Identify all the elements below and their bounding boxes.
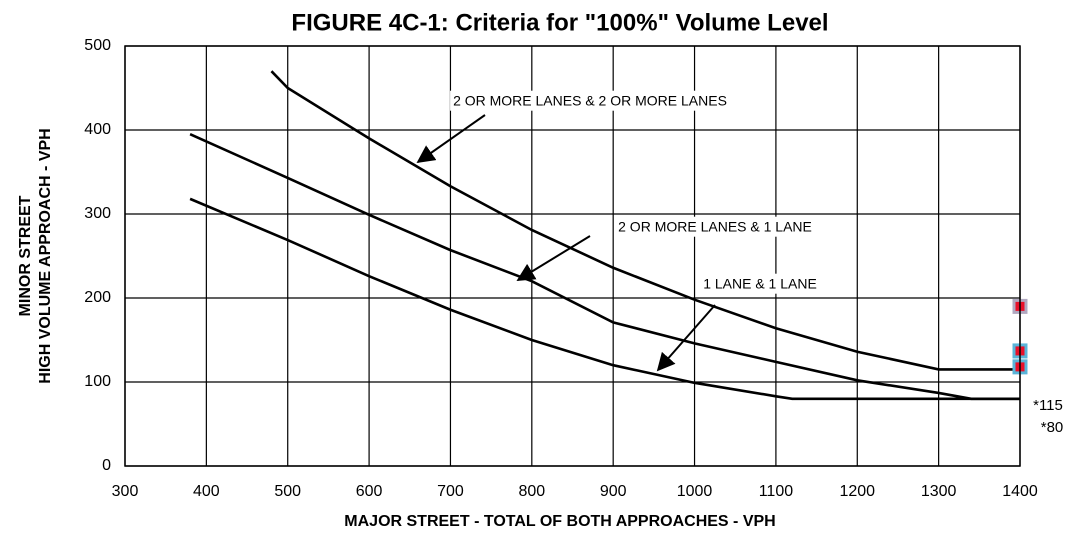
annotation: *80 <box>1041 419 1064 436</box>
curve <box>270 70 1020 371</box>
y-tick-label: 500 <box>84 37 111 54</box>
y-tick-label: 100 <box>84 373 111 390</box>
y-tick-label: 200 <box>84 289 111 306</box>
curve <box>189 133 1020 401</box>
annotation-arrow <box>656 304 716 372</box>
chart-title: FIGURE 4C-1: Criteria for "100%" Volume … <box>291 9 828 36</box>
x-tick-label: 1400 <box>1002 483 1038 500</box>
x-tick-label: 1000 <box>677 483 713 500</box>
annotation-arrow <box>416 114 486 164</box>
label-background <box>615 216 815 237</box>
x-tick-label: 1200 <box>839 483 875 500</box>
curve <box>189 197 1020 401</box>
y-axis-label: MINOR STREET <box>17 195 34 316</box>
x-tick-label: 300 <box>112 483 139 500</box>
y-axis-label: HIGH VOLUME APPROACH - VPH <box>37 128 54 383</box>
y-tick-label: 400 <box>84 121 111 138</box>
x-tick-label: 600 <box>356 483 383 500</box>
x-tick-label: 800 <box>518 483 545 500</box>
x-tick-label: 700 <box>437 483 464 500</box>
x-tick-label: 1100 <box>759 483 794 500</box>
annotation-arrow <box>516 235 591 281</box>
x-tick-label: 1300 <box>921 483 957 500</box>
x-tick-label: 400 <box>193 483 220 500</box>
label-background <box>450 90 730 111</box>
curve-label: 2 OR MORE LANES & 1 LANE <box>618 219 812 235</box>
curve-label: 2 OR MORE LANES & 2 OR MORE LANES <box>453 93 727 109</box>
y-tick-label: 300 <box>84 205 111 222</box>
annotation: *115 <box>1033 397 1063 414</box>
curve-label: 1 LANE & 1 LANE <box>703 276 817 292</box>
label-background <box>700 273 820 294</box>
x-tick-label: 900 <box>600 483 627 500</box>
y-tick-label: 0 <box>102 457 111 474</box>
x-tick-label: 500 <box>274 483 301 500</box>
plot-border <box>124 45 1021 467</box>
x-axis-label: MAJOR STREET - TOTAL OF BOTH APPROACHES … <box>344 513 775 530</box>
